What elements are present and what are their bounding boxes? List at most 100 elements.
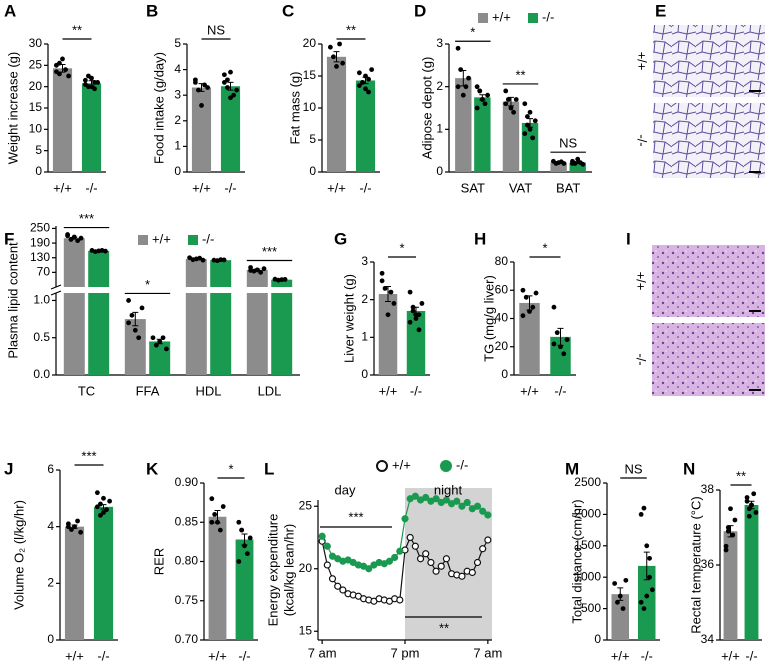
significance-label: ** <box>72 22 82 37</box>
data-point <box>647 574 652 580</box>
y-tick-label: 130 <box>30 250 50 264</box>
data-point <box>356 83 362 88</box>
legend-swatch <box>528 13 538 23</box>
series-marker <box>334 582 342 590</box>
data-point <box>228 69 233 75</box>
series-marker <box>479 507 487 515</box>
data-point <box>561 351 567 357</box>
data-point <box>221 257 227 263</box>
bar <box>378 294 398 375</box>
y-tick-label: 0.5 <box>33 330 50 344</box>
data-point <box>337 41 342 47</box>
panel-letter: B <box>146 1 158 20</box>
data-point <box>746 513 752 519</box>
x-tick-label: VAT <box>509 180 532 195</box>
data-point <box>331 54 336 60</box>
series-marker <box>328 575 337 583</box>
y-axis-label: RER <box>151 548 166 575</box>
data-point <box>575 156 581 162</box>
y-tick-label: 2 <box>47 576 54 590</box>
data-point <box>225 85 230 90</box>
data-point <box>551 341 557 347</box>
data-point <box>485 92 491 98</box>
data-point <box>209 496 215 502</box>
data-point <box>533 290 539 296</box>
data-point <box>254 267 260 273</box>
data-point <box>225 77 230 83</box>
error-bar <box>132 311 139 327</box>
y-tick-label: 25 <box>29 58 43 72</box>
legend-label: -/- <box>202 231 214 246</box>
y-axis-label: TG (mg/g liver) <box>481 275 496 362</box>
data-point <box>258 269 264 275</box>
x-tick-label: 7 am <box>308 645 337 660</box>
data-point <box>129 312 135 318</box>
data-point <box>620 606 626 611</box>
legend-label: +/+ <box>492 9 511 24</box>
bar <box>210 260 232 287</box>
y-axis-label: Total distance (cm/hr) <box>569 499 584 623</box>
y-tick-label: 0.85 <box>175 514 199 528</box>
data-point <box>730 532 736 538</box>
bar-lower-part <box>271 293 293 375</box>
panel-letter: N <box>683 459 695 478</box>
y-tick-label: 30 <box>29 36 43 50</box>
data-point <box>104 507 109 513</box>
data-point <box>525 122 530 128</box>
data-point <box>407 319 413 325</box>
panel-letter: D <box>414 1 426 20</box>
data-point <box>205 85 211 90</box>
data-point <box>209 519 215 525</box>
data-point <box>126 298 131 303</box>
panel-letter: A <box>4 1 16 20</box>
data-point <box>644 593 650 599</box>
series-marker <box>411 492 419 500</box>
y-tick-label: 1 <box>436 122 443 136</box>
series-marker <box>473 558 482 567</box>
legend-label: +/+ <box>152 231 171 246</box>
y-tick-label: 20 <box>299 561 313 575</box>
data-point <box>382 285 388 291</box>
data-point <box>419 301 425 306</box>
y-tick-label: 20 <box>303 36 317 50</box>
y-tick-label: 1000 <box>574 569 601 583</box>
data-point <box>366 76 371 82</box>
y-axis-label: Liver weight (g) <box>341 274 356 363</box>
x-tick-label: -/- <box>554 383 566 398</box>
data-point <box>511 109 516 115</box>
data-point <box>513 97 519 102</box>
data-point <box>723 547 729 553</box>
series-marker <box>391 553 399 562</box>
y-tick-label: 2 <box>174 113 181 127</box>
data-point <box>385 312 391 318</box>
data-point <box>86 73 91 79</box>
x-tick-label: -/- <box>359 180 371 195</box>
micrograph <box>652 323 765 396</box>
micrograph <box>653 25 765 97</box>
series-marker <box>411 542 419 550</box>
data-point <box>644 543 650 549</box>
series-marker <box>453 497 461 505</box>
data-point <box>107 498 113 504</box>
data-point <box>744 498 750 504</box>
series-marker <box>479 545 487 553</box>
y-tick-label: 0 <box>594 632 601 646</box>
bar <box>93 506 114 640</box>
y-axis-label: Weight increase (g) <box>5 52 20 164</box>
data-point <box>200 257 206 263</box>
data-point <box>66 73 72 79</box>
data-point <box>157 339 163 344</box>
data-point <box>641 505 647 511</box>
data-point <box>75 518 80 524</box>
data-point <box>248 268 253 273</box>
y-tick-label: 0 <box>309 164 316 178</box>
series-marker <box>427 558 435 567</box>
data-point <box>236 519 242 525</box>
data-point <box>92 80 97 85</box>
genotype-label: -/- <box>634 353 649 365</box>
data-point <box>615 599 620 605</box>
data-point <box>522 101 528 107</box>
data-point <box>527 309 532 314</box>
significance-label: NS <box>624 461 642 476</box>
data-point <box>564 337 570 343</box>
